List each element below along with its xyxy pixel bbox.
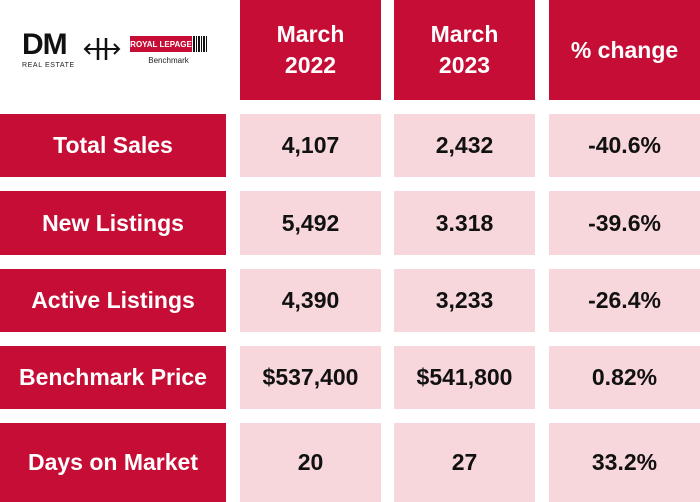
row-label-total-sales: Total Sales	[0, 114, 226, 177]
header-percent-change: % change	[549, 0, 700, 100]
double-arrow-icon	[83, 38, 121, 60]
barcode-stripes-icon	[193, 36, 207, 52]
row-label-days-on-market: Days on Market	[0, 423, 226, 502]
value-2023: 27	[394, 423, 535, 502]
value-2022: 20	[240, 423, 381, 502]
header-month: March	[430, 21, 499, 47]
header-march-2023: March 2023	[394, 0, 535, 100]
row-label-new-listings: New Listings	[0, 191, 226, 255]
benchmark-logo-text: Benchmark	[148, 56, 189, 65]
value-change: 0.82%	[549, 346, 700, 409]
dm-logo-subtitle: REAL ESTATE	[22, 62, 75, 69]
header-march-2022: March 2022	[240, 0, 381, 100]
header-month: March	[276, 21, 345, 47]
value-2022: $537,400	[240, 346, 381, 409]
value-2022: 4,107	[240, 114, 381, 177]
brand-logos: DM REAL ESTATE ROYAL LEPAGE Benchmark	[0, 0, 226, 100]
value-2023: 2,432	[394, 114, 535, 177]
value-change: 33.2%	[549, 423, 700, 502]
value-2022: 4,390	[240, 269, 381, 332]
value-2023: $541,800	[394, 346, 535, 409]
value-change: -40.6%	[549, 114, 700, 177]
dm-logo: DM	[22, 28, 68, 61]
row-label-benchmark-price: Benchmark Price	[0, 346, 226, 409]
row-label-active-listings: Active Listings	[0, 269, 226, 332]
header-year: 2022	[284, 52, 337, 78]
value-change: -26.4%	[549, 269, 700, 332]
header-year: 2023	[438, 52, 491, 78]
value-change: -39.6%	[549, 191, 700, 255]
value-2023: 3.318	[394, 191, 535, 255]
royal-lepage-logo: ROYAL LEPAGE	[130, 36, 192, 52]
value-2022: 5,492	[240, 191, 381, 255]
value-2023: 3,233	[394, 269, 535, 332]
